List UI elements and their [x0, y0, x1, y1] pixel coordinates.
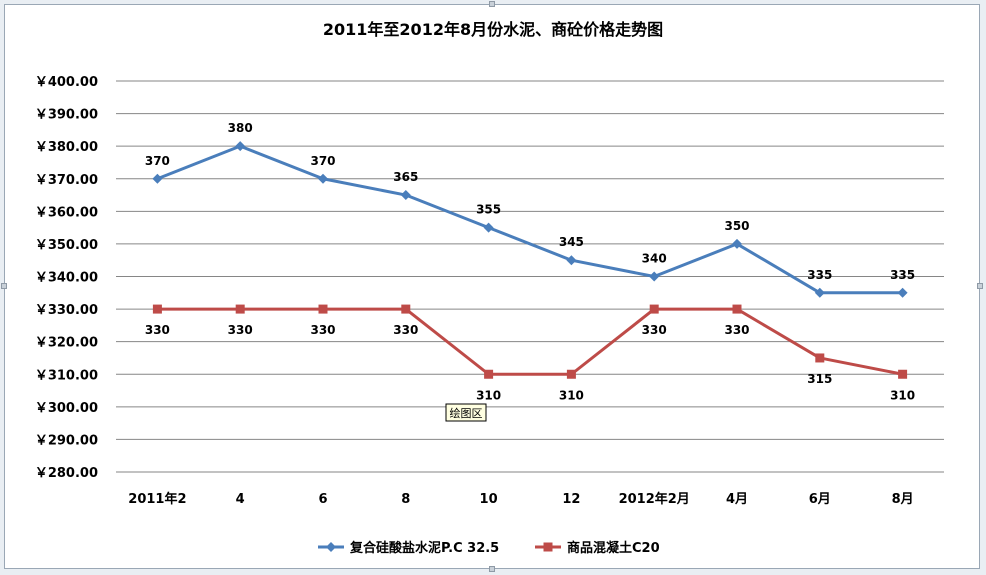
plot-area[interactable]: 370 380 370 365 355 345 340 350 335 335 330 330 330 3… [145, 121, 915, 402]
data-label: 330 [642, 323, 667, 337]
data-point [400, 190, 411, 201]
y-tick-label: ￥300.00 [35, 401, 98, 416]
x-tick-label: 2012年2月 [619, 491, 690, 507]
legend-label: 商品混凝土C20 [567, 540, 660, 556]
y-axis: ￥400.00 ￥390.00 ￥380.00 ￥370.00 ￥360.00 ￥350.… [35, 75, 98, 481]
y-tick-label: ￥310.00 [35, 368, 98, 383]
data-point [566, 255, 577, 266]
resize-handle-top[interactable] [489, 1, 495, 7]
y-tick-label: ￥290.00 [35, 433, 98, 448]
data-point [235, 304, 245, 314]
x-tick-label: 6 [318, 492, 327, 507]
legend-marker [326, 542, 336, 552]
data-point [566, 369, 576, 379]
x-tick-label: 8月 [892, 492, 914, 507]
data-label: 335 [890, 268, 915, 282]
x-tick-label: 4月 [726, 492, 748, 507]
tooltip-text: 绘图区 [450, 406, 483, 420]
chart-title: 2011年至2012年8月份水泥、商砼价格走势图 [323, 20, 663, 39]
data-label: 350 [724, 219, 749, 233]
resize-handle-right[interactable] [977, 283, 983, 289]
legend[interactable]: 复合硅酸盐水泥P.C 32.5 商品混凝土C20 [318, 540, 660, 556]
x-axis: 2011年2 4 6 8 10 12 2012年2月 4月 6月 8月 [128, 491, 913, 507]
x-tick-label: 4 [236, 492, 245, 507]
data-point [897, 287, 908, 298]
data-label: 330 [228, 323, 253, 337]
data-label: 310 [890, 388, 915, 402]
y-tick-label: ￥360.00 [35, 205, 98, 220]
y-tick-label: ￥350.00 [35, 238, 98, 253]
x-tick-label: 8 [401, 492, 410, 507]
x-tick-label: 6月 [809, 492, 831, 507]
data-label: 380 [228, 121, 253, 135]
data-point [401, 304, 411, 314]
data-point [732, 304, 742, 314]
y-tick-label: ￥370.00 [35, 173, 98, 188]
data-label: 310 [476, 388, 501, 402]
legend-marker [543, 542, 553, 552]
data-point [814, 287, 825, 298]
data-label: 370 [145, 154, 170, 168]
y-tick-label: ￥380.00 [35, 140, 98, 155]
data-label: 370 [310, 154, 335, 168]
data-point [235, 141, 246, 152]
data-point [898, 369, 908, 379]
data-point [483, 222, 494, 233]
data-label: 355 [476, 203, 501, 217]
y-tick-label: ￥320.00 [35, 336, 98, 351]
x-tick-label: 10 [480, 492, 498, 507]
y-tick-label: ￥390.00 [35, 108, 98, 123]
x-tick-label: 2011年2 [128, 491, 186, 507]
data-label: 365 [393, 170, 418, 184]
resize-handle-bottom[interactable] [489, 566, 495, 572]
plot-area-tooltip: 绘图区 [445, 403, 487, 422]
y-tick-label: ￥330.00 [35, 303, 98, 318]
data-label: 330 [724, 323, 749, 337]
data-point [732, 238, 742, 249]
data-point [318, 304, 328, 314]
data-point [649, 271, 660, 282]
data-point [152, 173, 163, 184]
data-label: 340 [642, 252, 667, 266]
tooltip-box [445, 403, 487, 422]
data-point [815, 353, 825, 363]
series-line [156, 144, 903, 295]
data-point [649, 304, 659, 314]
data-label: 330 [145, 323, 170, 337]
data-label: 330 [393, 323, 418, 337]
data-label: 315 [807, 372, 832, 386]
data-label: 310 [559, 388, 584, 402]
data-point [318, 173, 328, 184]
legend-label: 复合硅酸盐水泥P.C 32.5 [349, 540, 499, 556]
y-tick-label: ￥400.00 [35, 75, 98, 90]
data-label: 335 [807, 268, 832, 282]
x-tick-label: 12 [562, 492, 580, 507]
y-tick-label: ￥280.00 [35, 466, 98, 481]
y-tick-label: ￥340.00 [35, 271, 98, 286]
resize-handle-left[interactable] [1, 283, 7, 289]
data-label: 345 [559, 235, 584, 249]
data-point [152, 304, 162, 314]
series-line [157, 307, 903, 376]
data-label: 330 [310, 323, 335, 337]
data-point [484, 369, 494, 379]
